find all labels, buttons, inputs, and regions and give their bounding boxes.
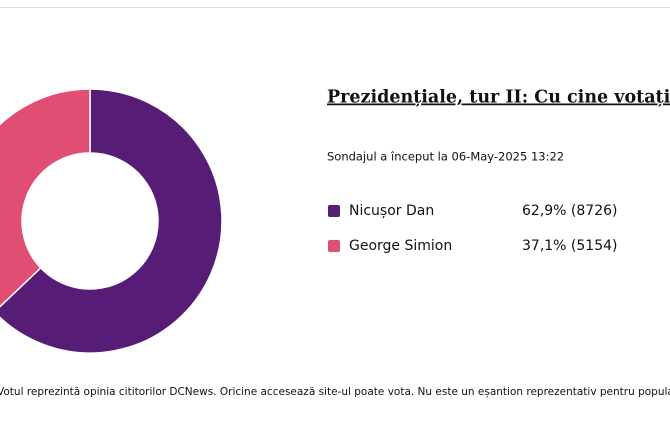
legend-label: George Simion — [349, 238, 452, 254]
chart-subtitle: Sondajul a început la 06-May-2025 13:22 — [327, 150, 564, 164]
donut-slice — [0, 88, 91, 308]
value-label: 62,9% (8726) — [522, 203, 617, 219]
chart-title: Prezidențiale, tur II: Cu cine votați? — [327, 88, 670, 108]
donut-slice — [0, 88, 223, 354]
value-label: 37,1% (5154) — [522, 238, 617, 254]
legend-swatch — [328, 240, 340, 252]
legend-swatch — [328, 205, 340, 217]
legend-label: Nicușor Dan — [349, 203, 434, 219]
footnote: Votul reprezintă opinia cititorilor DCNe… — [0, 386, 670, 398]
